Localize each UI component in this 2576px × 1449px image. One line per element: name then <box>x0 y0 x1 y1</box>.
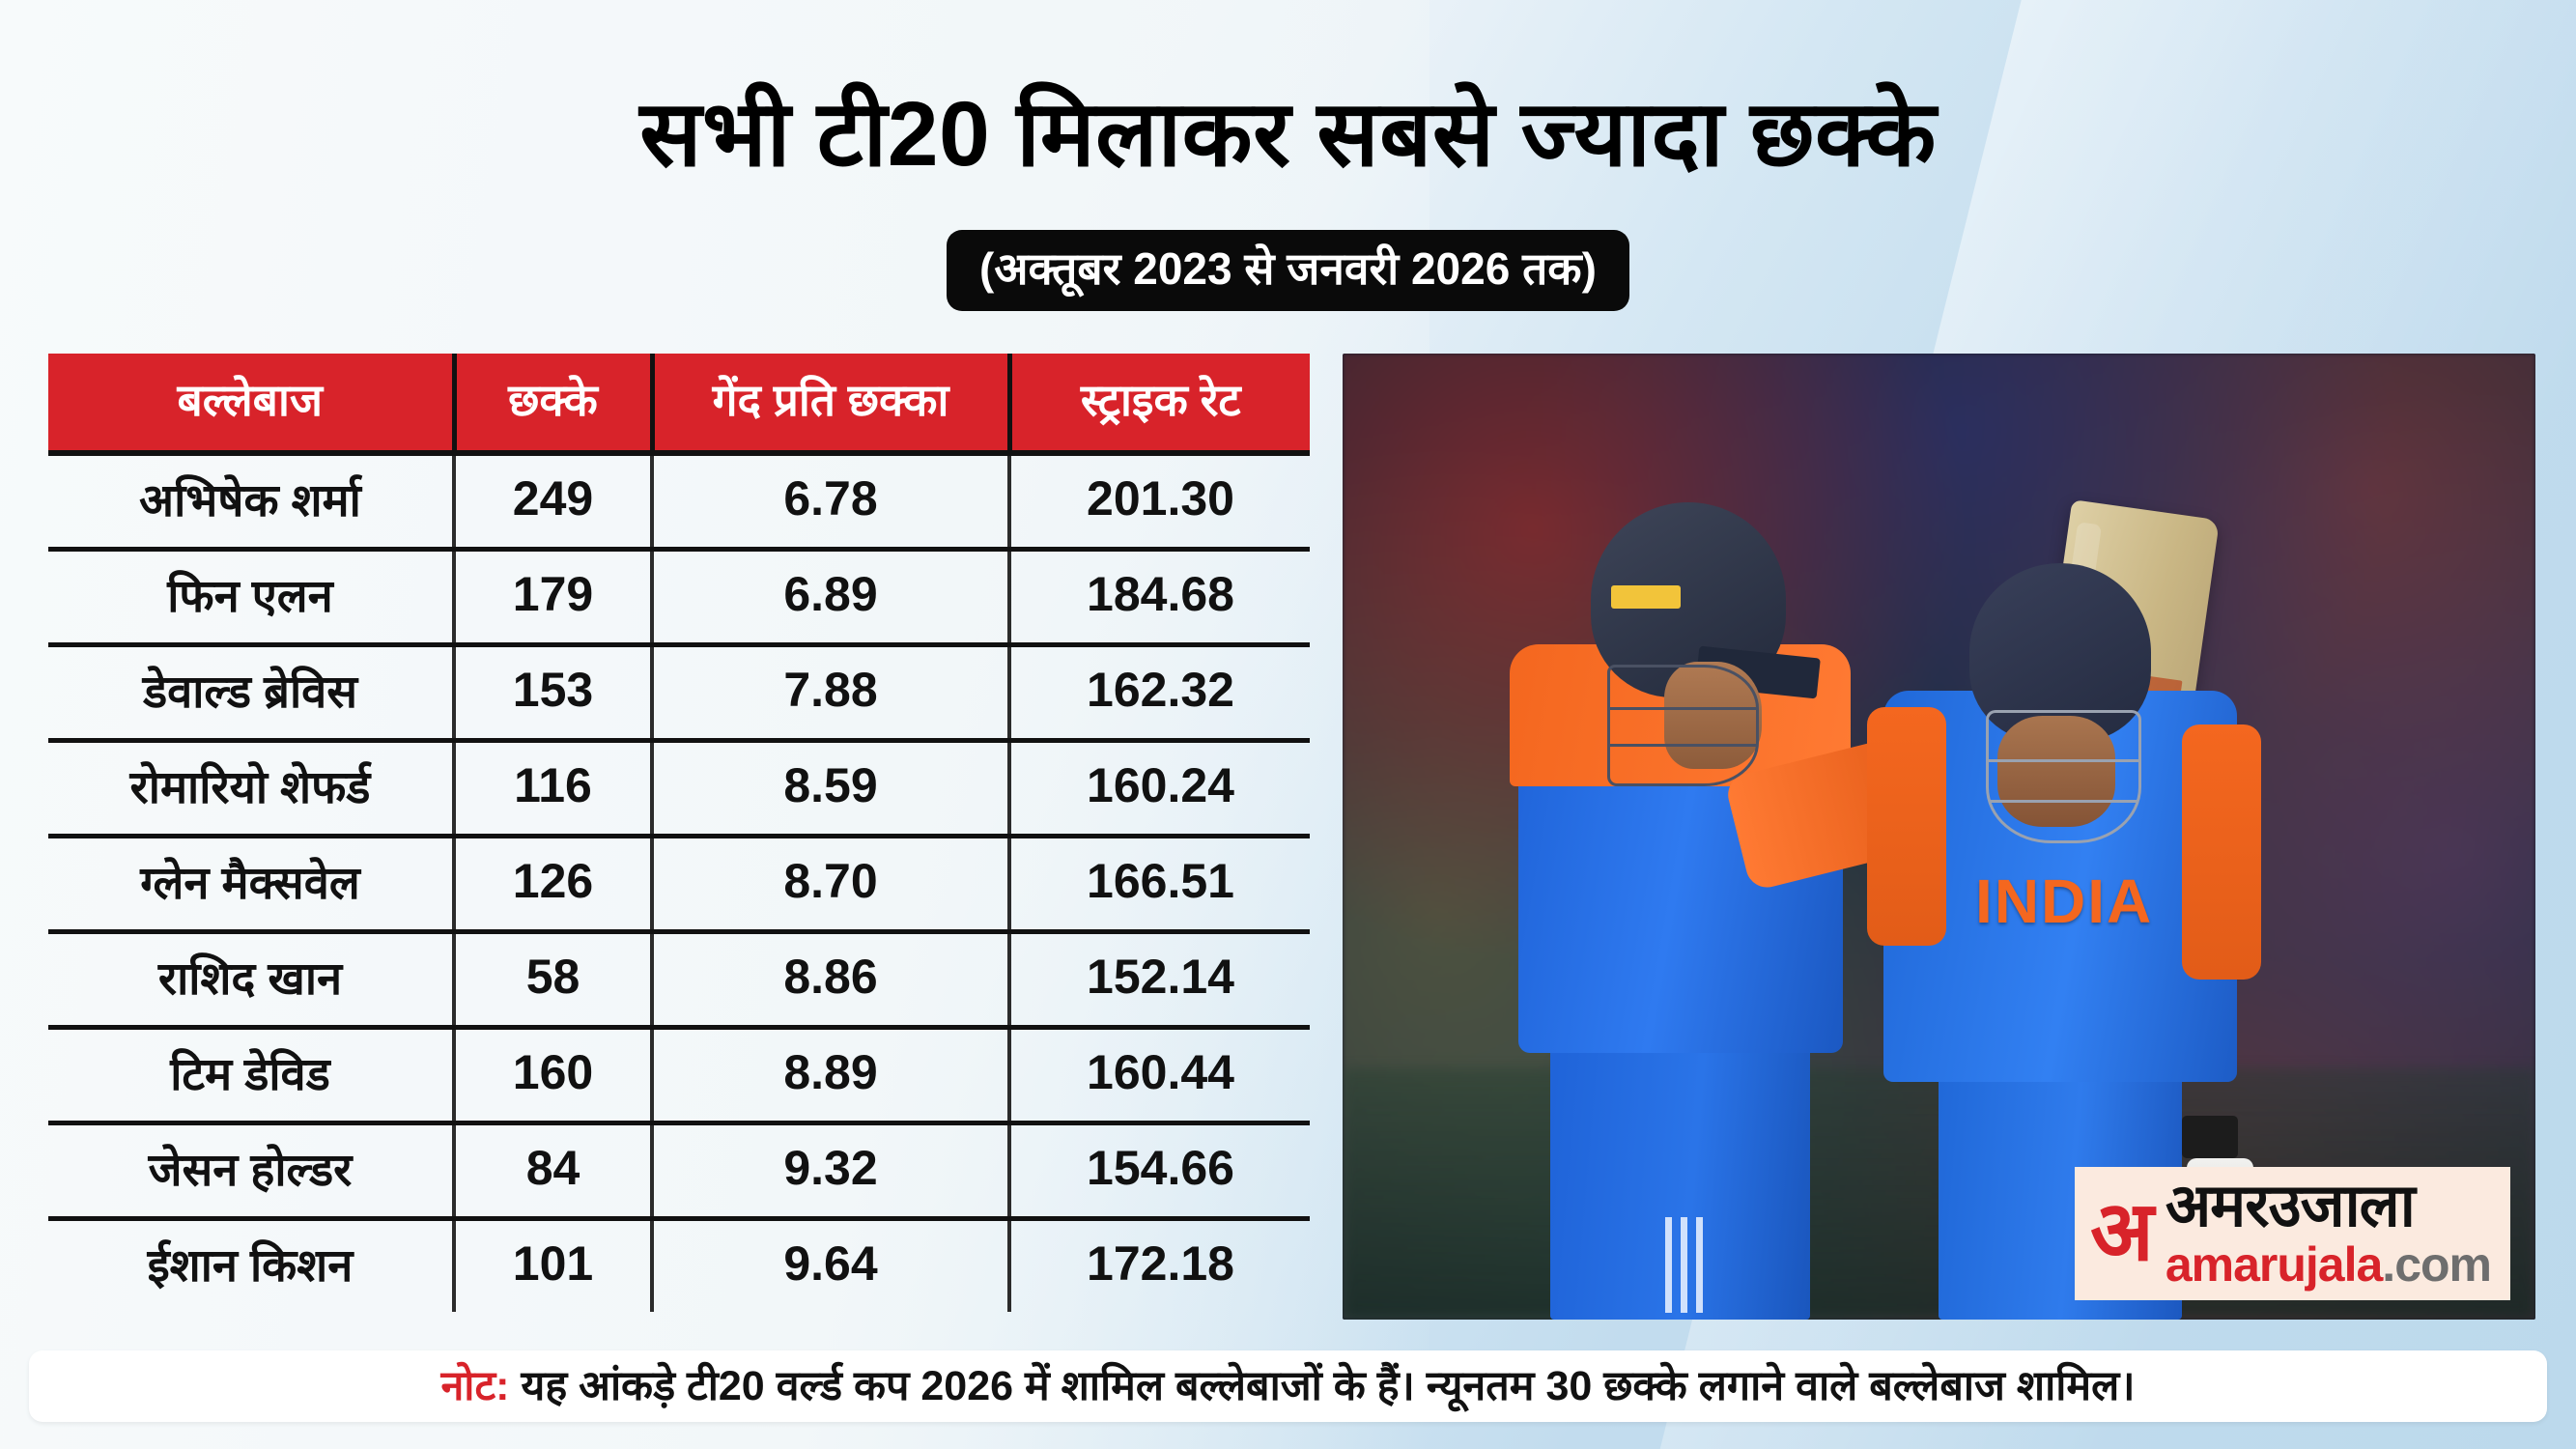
cell-sixes: 84 <box>454 1122 654 1221</box>
table-row: ईशान किशन 101 9.64 172.18 <box>48 1218 1310 1312</box>
logo-wordmark: अमरउजाला amarujala.com <box>2165 1173 2492 1292</box>
cell-balls-per-six: 8.59 <box>652 740 1011 838</box>
footer-note-text: नोट: यह आंकड़े टी20 वर्ल्ड कप 2026 में श… <box>440 1362 2136 1409</box>
table-row: टिम डेविड 160 8.89 160.44 <box>48 1027 1310 1125</box>
cell-sixes: 160 <box>454 1027 654 1125</box>
cell-batsman: फिन एलन <box>48 549 456 647</box>
amarujala-logo: अ अमरउजाला amarujala.com <box>2075 1167 2510 1300</box>
column-header-batsman: बल्लेबाज <box>48 354 457 456</box>
helmet-grille <box>1607 665 1760 786</box>
cell-strike-rate: 162.32 <box>1009 644 1310 743</box>
page-title: सभी टी20 मिलाकर सबसे ज्यादा छक्के <box>639 82 1937 185</box>
jersey-country-text: INDIA <box>1975 867 2154 936</box>
table-row: फिन एलन 179 6.89 184.68 <box>48 549 1310 647</box>
helmet-grille <box>1985 710 2141 844</box>
cell-balls-per-six: 9.64 <box>652 1218 1011 1312</box>
table-row: ग्लेन मैक्सवेल 126 8.70 166.51 <box>48 836 1310 934</box>
cell-strike-rate: 201.30 <box>1009 453 1310 552</box>
subtitle-container: (अक्तूबर 2023 से जनवरी 2026 तक) <box>0 230 2576 311</box>
table-row: अभिषेक शर्मा 249 6.78 201.30 <box>48 453 1310 552</box>
logo-domain-tld: .com <box>2382 1237 2492 1292</box>
cell-sixes: 116 <box>454 740 654 838</box>
cell-balls-per-six: 6.89 <box>652 549 1011 647</box>
cell-balls-per-six: 8.89 <box>652 1027 1011 1125</box>
cell-strike-rate: 152.14 <box>1009 931 1310 1030</box>
footer-note-lead: नोट: <box>440 1362 510 1409</box>
cell-batsman: टिम डेविड <box>48 1027 456 1125</box>
table-row: जेसन होल्डर 84 9.32 154.66 <box>48 1122 1310 1221</box>
trouser-stripe <box>1680 1217 1687 1314</box>
footer-note: नोट: यह आंकड़े टी20 वर्ल्ड कप 2026 में श… <box>29 1350 2547 1422</box>
column-header-strike-rate: स्ट्राइक रेट <box>1009 354 1310 456</box>
cell-strike-rate: 172.18 <box>1087 1236 1234 1291</box>
table-row: राशिद खान 58 8.86 152.14 <box>48 931 1310 1030</box>
cell-batsman: ईशान किशन <box>48 1218 456 1312</box>
cell-sixes: 101 <box>454 1218 654 1312</box>
helmet-brand-badge <box>1611 585 1681 609</box>
cell-sixes: 126 <box>454 836 654 934</box>
cell-batsman: राशिद खान <box>48 931 456 1030</box>
trouser-stripe <box>1695 1217 1703 1314</box>
stats-table-container: बल्लेबाज छक्के गेंद प्रति छक्का स्ट्राइक… <box>48 354 1310 1312</box>
cell-strike-rate: 166.51 <box>1009 836 1310 934</box>
cricketers-photo: INDIA अ अमरउजाला amarujala.com <box>1343 354 2535 1320</box>
player-front-trousers <box>1550 999 1811 1320</box>
logo-domain: amarujala.com <box>2165 1237 2492 1292</box>
player-back-sleeve <box>2182 724 2261 980</box>
cell-sixes: 153 <box>454 644 654 743</box>
cell-batsman: डेवाल्ड ब्रेविस <box>48 644 456 743</box>
table-header-row: बल्लेबाज छक्के गेंद प्रति छक्का स्ट्राइक… <box>48 354 1310 456</box>
column-header-balls-per-six: गेंद प्रति छक्का <box>652 354 1012 456</box>
cell-sixes: 249 <box>454 453 654 552</box>
cell-strike-rate: 160.24 <box>1009 740 1310 838</box>
cell-batsman: रोमारियो शेफर्ड <box>48 740 456 838</box>
cell-batsman: जेसन होल्डर <box>48 1122 456 1221</box>
table-body: अभिषेक शर्मा 249 6.78 201.30 फिन एलन 179… <box>48 453 1310 1312</box>
cell-strike-rate: 154.66 <box>1009 1122 1310 1221</box>
stats-table: बल्लेबाज छक्के गेंद प्रति छक्का स्ट्राइक… <box>48 354 1310 1312</box>
cell-sixes: 58 <box>454 931 654 1030</box>
cell-sixes: 179 <box>454 549 654 647</box>
player-front <box>1486 431 2027 1320</box>
cell-strike-rate: 160.44 <box>1009 1027 1310 1125</box>
cell-strike-rate: 184.68 <box>1009 549 1310 647</box>
cell-balls-per-six: 9.32 <box>652 1122 1011 1221</box>
footer-note-body: यह आंकड़े टी20 वर्ल्ड कप 2026 में शामिल … <box>509 1362 2136 1409</box>
cell-balls-per-six: 8.70 <box>652 836 1011 934</box>
cell-batsman: अभिषेक शर्मा <box>48 453 456 552</box>
logo-mark-icon: अ <box>2090 1185 2154 1279</box>
table-header: बल्लेबाज छक्के गेंद प्रति छक्का स्ट्राइक… <box>48 354 1310 456</box>
column-header-sixes: छक्के <box>454 354 655 456</box>
cell-balls-per-six: 6.78 <box>652 453 1011 552</box>
trouser-stripe <box>1664 1217 1672 1314</box>
player-wristband <box>2182 1115 2238 1158</box>
cell-balls-per-six: 7.88 <box>652 644 1011 743</box>
player-back-sleeve <box>1867 707 1946 946</box>
cell-balls-per-six: 8.86 <box>652 931 1011 1030</box>
cell-batsman: ग्लेन मैक्सवेल <box>48 836 456 934</box>
date-range-badge: (अक्तूबर 2023 से जनवरी 2026 तक) <box>947 230 1629 311</box>
logo-domain-name: amarujala <box>2165 1237 2383 1292</box>
table-row: डेवाल्ड ब्रेविस 153 7.88 162.32 <box>48 644 1310 743</box>
table-row: रोमारियो शेफर्ड 116 8.59 160.24 <box>48 740 1310 838</box>
logo-name-hindi: अमरउजाला <box>2165 1173 2416 1239</box>
